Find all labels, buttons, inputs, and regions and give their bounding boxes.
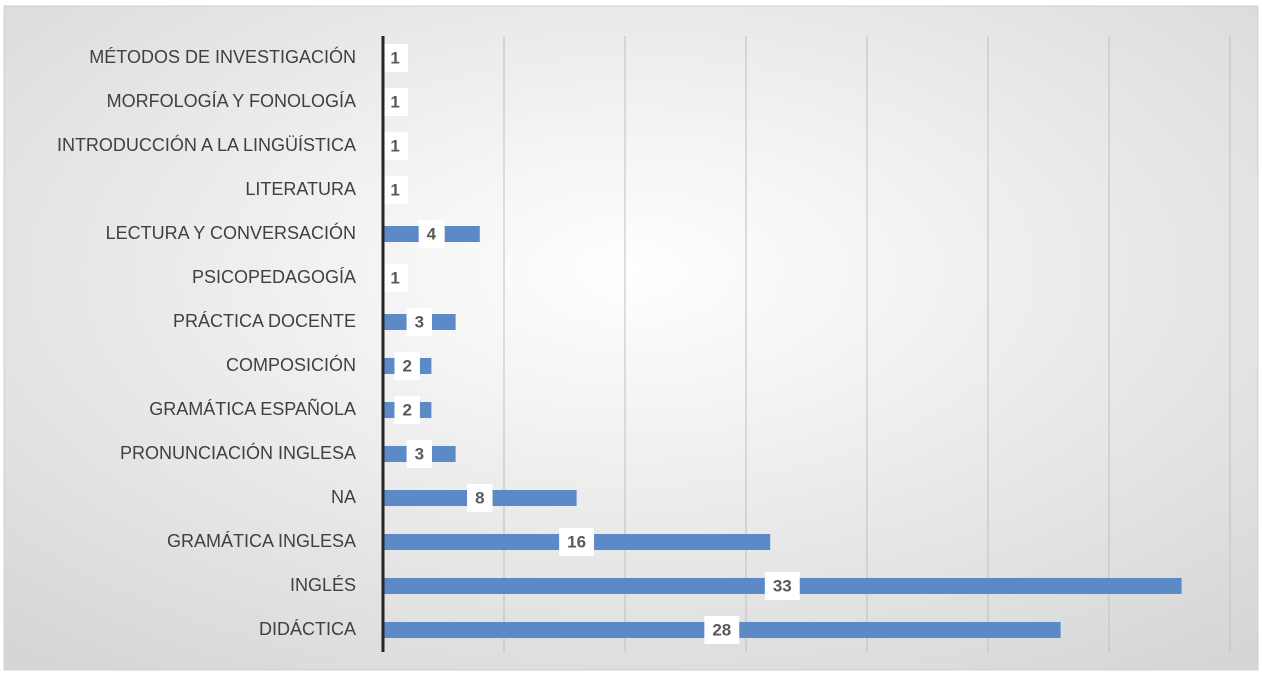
category-label: INTRODUCCIÓN A LA LINGÜÍSTICA bbox=[57, 134, 356, 155]
category-label: MORFOLOGÍA Y FONOLOGÍA bbox=[107, 91, 356, 111]
value-label: 3 bbox=[415, 312, 424, 331]
category-label: PRONUNCIACIÓN INGLESA bbox=[120, 442, 356, 463]
value-label: 16 bbox=[567, 532, 586, 551]
value-label-bg bbox=[418, 220, 445, 248]
value-label-bg bbox=[764, 572, 800, 600]
value-label-bg bbox=[382, 176, 408, 204]
value-label: 8 bbox=[475, 488, 484, 507]
value-label: 4 bbox=[427, 224, 437, 243]
value-label: 3 bbox=[415, 444, 424, 463]
value-label-bg bbox=[394, 396, 420, 424]
value-label-bg bbox=[382, 44, 408, 72]
value-label: 2 bbox=[402, 356, 411, 375]
value-label-bg bbox=[394, 352, 420, 380]
value-label: 1 bbox=[390, 48, 399, 67]
category-label: GRAMÁTICA INGLESA bbox=[167, 531, 356, 551]
category-label: PSICOPEDAGOGÍA bbox=[192, 267, 356, 287]
category-label: NA bbox=[331, 487, 356, 507]
category-label: GRAMÁTICA ESPAÑOLA bbox=[149, 398, 356, 419]
value-label-bg bbox=[406, 308, 433, 336]
value-label: 1 bbox=[390, 92, 399, 111]
value-label-bg bbox=[382, 88, 408, 116]
value-label-bg bbox=[382, 264, 408, 292]
value-label: 1 bbox=[390, 180, 399, 199]
chart-background bbox=[3, 5, 1259, 671]
value-label-bg bbox=[559, 528, 595, 556]
category-label: MÉTODOS DE INVESTIGACIÓN bbox=[89, 46, 356, 67]
category-label: PRÁCTICA DOCENTE bbox=[173, 311, 356, 331]
category-label: DIDÁCTICA bbox=[259, 619, 356, 639]
value-label: 28 bbox=[712, 620, 731, 639]
value-label: 2 bbox=[402, 400, 411, 419]
category-label: INGLÉS bbox=[290, 575, 356, 595]
value-label-bg bbox=[704, 616, 740, 644]
category-label: LECTURA Y CONVERSACIÓN bbox=[106, 222, 356, 243]
value-label: 1 bbox=[390, 268, 399, 287]
value-label-bg bbox=[467, 484, 493, 512]
value-label: 1 bbox=[390, 136, 399, 155]
value-label-bg bbox=[382, 132, 408, 160]
value-label-bg bbox=[406, 440, 433, 468]
category-label: LITERATURA bbox=[245, 179, 356, 199]
category-label: COMPOSICIÓN bbox=[226, 354, 356, 375]
value-label: 33 bbox=[773, 576, 792, 595]
